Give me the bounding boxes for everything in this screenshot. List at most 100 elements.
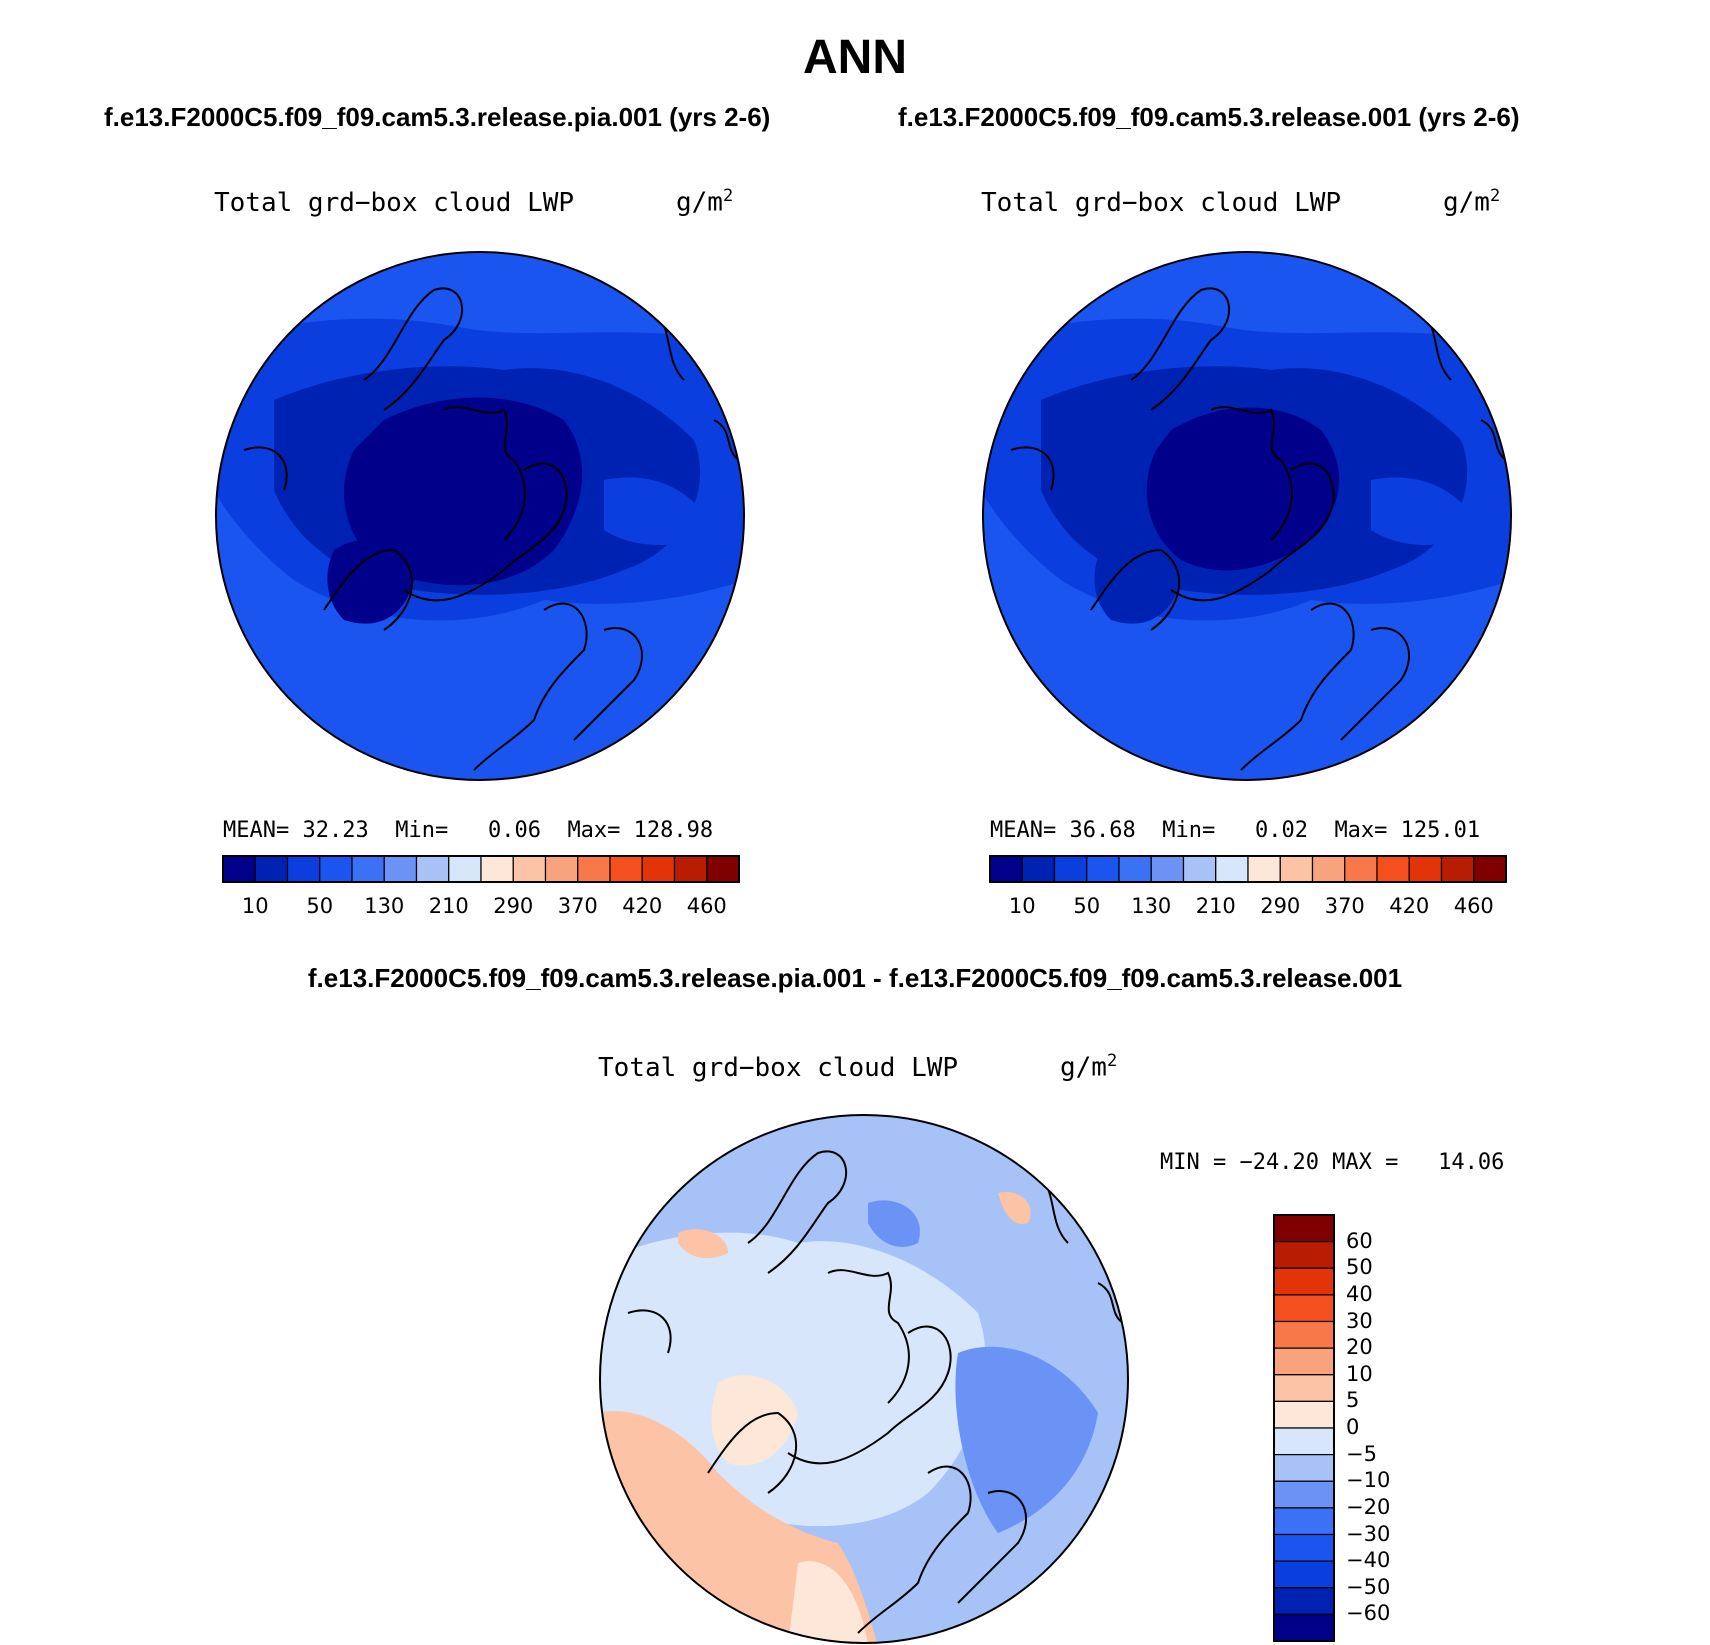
colorbar-ticks-left: 10 50 130 210 290 370 420 460 [223,894,739,920]
colorbar-left-swatch [673,855,708,883]
colorbar-left-swatch [383,855,418,883]
colorbar-difference-tick: −20 [1346,1494,1391,1519]
polar-map-difference [599,1114,1129,1644]
colorbar-right-swatch [1215,855,1249,883]
min-value: 0.06 [487,818,541,843]
units-label-right: g/m2 [1443,186,1501,218]
colorbar-left-swatch [480,855,514,883]
max-label: Max= [567,818,621,843]
mean-value: 32.23 [302,818,369,843]
colorbar-difference-tick: −60 [1346,1601,1391,1626]
colorbar-left-swatch [254,855,289,883]
colorbar-difference-tick: 30 [1346,1308,1373,1333]
colorbar-difference-swatch [1273,1320,1335,1349]
colorbar-left-swatch [319,855,353,883]
colorbar-right-swatch [1150,855,1185,883]
colorbar-left-tick: 130 [364,894,405,918]
colorbar-difference-swatch [1273,1533,1335,1562]
season-title: ANN [803,31,907,84]
colorbar-left-swatch [609,855,643,883]
colorbar-difference-tick: 5 [1346,1388,1360,1413]
polar-map-left [215,251,745,781]
min-label: Min= [395,818,449,843]
colorbar-right-swatch [1182,855,1217,883]
colorbar-right-swatch [1247,855,1281,883]
colorbar-difference-tick: −40 [1346,1548,1391,1573]
colorbar-difference-tick: 10 [1346,1361,1373,1386]
colorbar-right-swatch [1440,855,1475,883]
colorbar-right-frame [989,855,1507,883]
colorbar-difference-swatch [1273,1613,1335,1642]
mean-label: MEAN= [990,818,1057,843]
colorbar-difference-tick: 50 [1346,1255,1373,1280]
colorbar-right-swatch [1118,855,1152,883]
colorbar-left-tick: 460 [686,894,727,918]
colorbar-left-tick: 290 [493,894,534,918]
colorbar-difference-swatch [1273,1241,1335,1269]
colorbar-right-tick: 460 [1453,894,1494,918]
colorbar-difference-tick: −30 [1346,1521,1391,1546]
colorbar-difference-swatch [1273,1560,1335,1589]
colorbar-left-tick: 420 [622,894,663,918]
colorbar-left-tick: 50 [306,894,334,918]
diff-minmax: MIN = −24.20 MAX = 14.06 [1160,1150,1505,1175]
colorbar-right-tick: 10 [1008,894,1036,918]
colorbar-ticks-difference: 60 50 40 30 20 10 5 0 −5 −10 −20 −30 −40 −50 −60 [1346,1215,1426,1643]
colorbar-right-tick: 290 [1260,894,1301,918]
mean-label: MEAN= [223,818,290,843]
colorbar-difference-tick: 40 [1346,1281,1373,1306]
colorbar-left-tick: 210 [428,894,469,918]
stats-right: MEAN= 36.68 Min= 0.02 Max= 125.01 [990,818,1480,843]
colorbar-difference-tick: −5 [1346,1441,1377,1466]
colorbar-right-swatch [1279,855,1314,883]
colorbar-right-swatch [1311,855,1346,883]
colorbar-left-swatch [351,855,385,883]
colorbar-right-swatch [1473,855,1507,883]
variable-label-left: Total grd−box cloud LWP [214,188,575,218]
colorbar-right-tick: 370 [1324,894,1365,918]
colorbar-right-swatch [1376,855,1410,883]
min-value: 0.02 [1254,818,1308,843]
colorbar-right [989,855,1507,883]
colorbar-difference-tick: 20 [1346,1335,1373,1360]
colorbar-left-swatch [706,855,740,883]
colorbar-right-swatch [1086,855,1120,883]
colorbar-difference-swatch [1273,1214,1335,1243]
colorbar-right-swatch [1053,855,1088,883]
colorbar-difference-tick: 60 [1346,1228,1373,1253]
colorbar-difference-swatch [1273,1267,1335,1296]
colorbar-left-swatch [222,855,256,883]
colorbar-difference-tick: 0 [1346,1415,1360,1439]
colorbar-left-tick: 370 [557,894,598,918]
colorbar-difference-swatch [1273,1587,1335,1615]
colorbar-right-tick: 130 [1131,894,1172,918]
mean-value: 36.68 [1069,818,1136,843]
max-value: 128.98 [633,818,714,843]
colorbar-left-tick: 10 [241,894,269,918]
colorbar-right-swatch [989,855,1023,883]
units-label-left: g/m2 [676,186,734,218]
colorbar-difference-tick: −10 [1346,1468,1391,1493]
colorbar-ticks-right: 10 50 130 210 290 370 420 460 [990,894,1506,920]
colorbar-difference-swatch [1273,1374,1335,1402]
colorbar-left-swatch [512,855,547,883]
colorbar-right-tick: 50 [1073,894,1101,918]
variable-label-diff: Total grd−box cloud LWP [598,1053,959,1083]
colorbar-left-swatch [286,855,321,883]
difference-title: f.e13.F2000C5.f09_f09.cam5.3.release.pia… [307,963,1403,993]
colorbar-difference-swatch [1273,1507,1335,1536]
colorbar-difference-swatch [1273,1480,1335,1509]
case-title-left: f.e13.F2000C5.f09_f09.cam5.3.release.pia… [104,102,771,132]
colorbar-right-swatch [1344,855,1378,883]
polar-map-right [982,251,1512,781]
case-title-right: f.e13.F2000C5.f09_f09.cam5.3.release.001… [898,102,1520,132]
max-value: 125.01 [1400,818,1481,843]
colorbar-difference-swatch [1273,1427,1335,1456]
colorbar-difference-swatch [1273,1347,1335,1376]
colorbar-difference-tick: −50 [1346,1574,1391,1599]
colorbar-left-swatch [641,855,676,883]
colorbar-left-swatch [577,855,611,883]
colorbar-difference-swatch [1273,1400,1335,1429]
colorbar-difference-swatch [1273,1294,1335,1323]
units-label-diff: g/m2 [1060,1051,1118,1083]
